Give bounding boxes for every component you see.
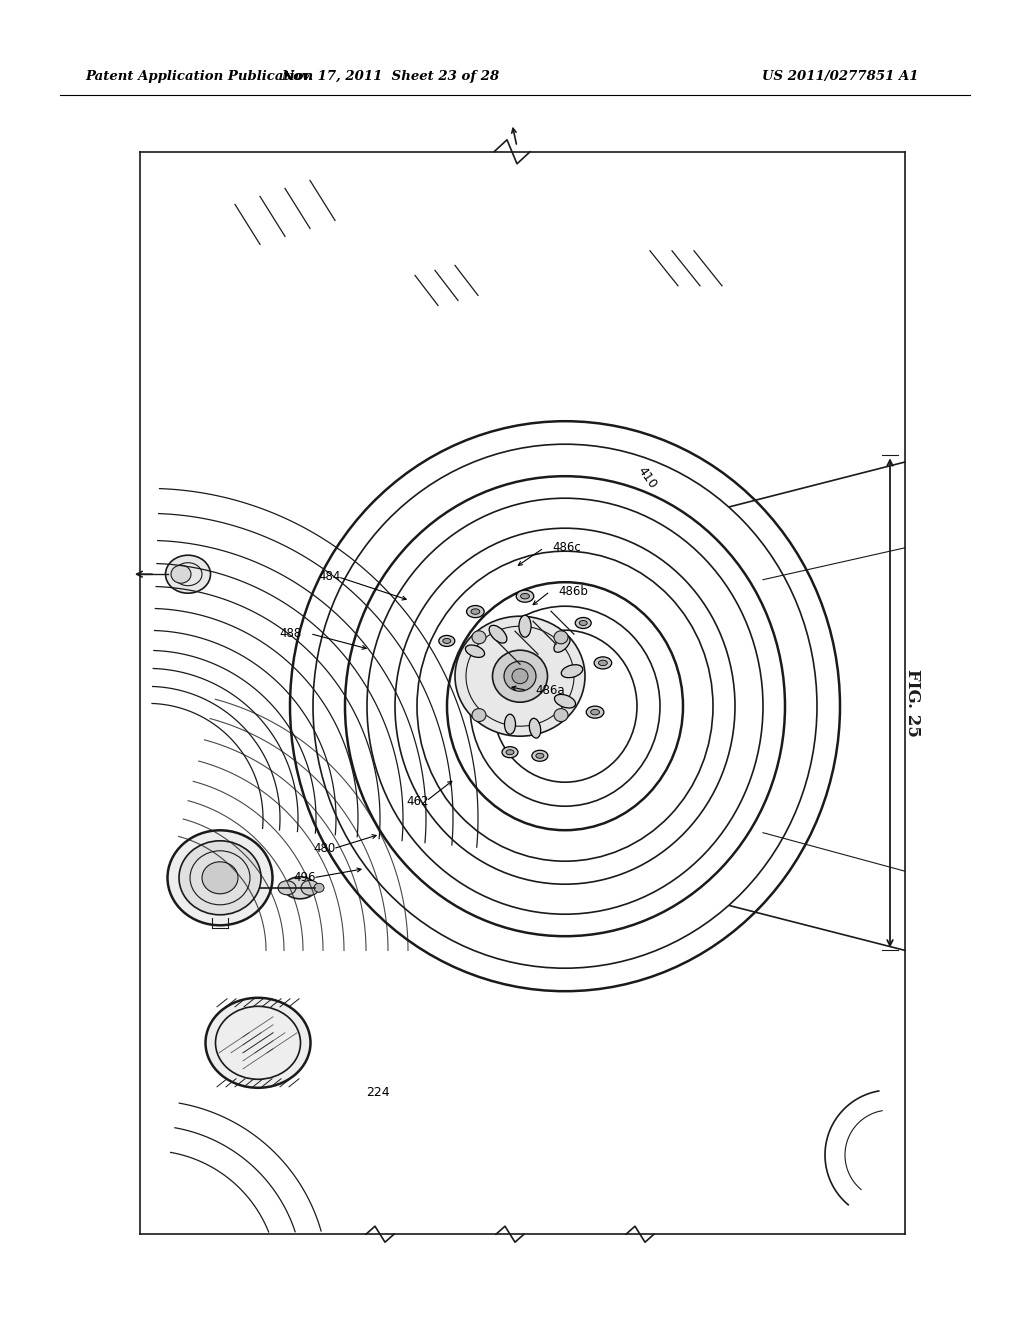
Text: 486a: 486a (535, 684, 564, 697)
Ellipse shape (554, 694, 575, 708)
Ellipse shape (502, 747, 518, 758)
Ellipse shape (202, 862, 238, 894)
Ellipse shape (442, 639, 451, 643)
Ellipse shape (554, 631, 568, 644)
Text: 496: 496 (294, 871, 316, 884)
Text: 486c: 486c (552, 541, 581, 554)
Text: Patent Application Publication: Patent Application Publication (85, 70, 313, 83)
Ellipse shape (575, 618, 591, 628)
Ellipse shape (168, 830, 272, 925)
Ellipse shape (519, 615, 531, 638)
Ellipse shape (587, 706, 604, 718)
Ellipse shape (493, 651, 548, 702)
Ellipse shape (179, 841, 261, 915)
Ellipse shape (472, 709, 486, 722)
Ellipse shape (591, 709, 599, 715)
Ellipse shape (472, 631, 486, 644)
Ellipse shape (520, 594, 529, 599)
Ellipse shape (554, 709, 568, 722)
Ellipse shape (489, 626, 507, 643)
Text: 484: 484 (318, 570, 341, 583)
Ellipse shape (561, 665, 583, 677)
Ellipse shape (171, 565, 191, 583)
Ellipse shape (536, 754, 544, 758)
Ellipse shape (467, 606, 484, 618)
Ellipse shape (284, 876, 316, 899)
Ellipse shape (455, 616, 585, 737)
Ellipse shape (531, 750, 548, 762)
Ellipse shape (166, 556, 211, 593)
Text: 486b: 486b (558, 585, 588, 598)
Text: 224: 224 (367, 1086, 390, 1100)
Ellipse shape (505, 714, 515, 734)
Text: FIG. 25: FIG. 25 (903, 669, 921, 737)
Ellipse shape (301, 880, 319, 895)
Ellipse shape (598, 660, 607, 665)
Ellipse shape (506, 750, 514, 755)
Text: 480: 480 (314, 842, 336, 855)
Ellipse shape (594, 657, 611, 669)
Ellipse shape (580, 620, 587, 626)
Text: 410: 410 (635, 465, 659, 491)
Ellipse shape (512, 669, 528, 684)
Ellipse shape (314, 883, 324, 892)
Ellipse shape (504, 661, 536, 692)
Text: 462: 462 (407, 795, 429, 808)
Text: 488: 488 (280, 627, 302, 640)
Ellipse shape (439, 635, 455, 647)
Ellipse shape (466, 645, 484, 657)
Ellipse shape (554, 636, 570, 652)
Ellipse shape (206, 998, 310, 1088)
Ellipse shape (529, 718, 541, 738)
Text: Nov. 17, 2011  Sheet 23 of 28: Nov. 17, 2011 Sheet 23 of 28 (281, 70, 499, 83)
Ellipse shape (471, 609, 480, 614)
Text: US 2011/0277851 A1: US 2011/0277851 A1 (762, 70, 919, 83)
Ellipse shape (278, 880, 296, 895)
Ellipse shape (516, 590, 534, 602)
